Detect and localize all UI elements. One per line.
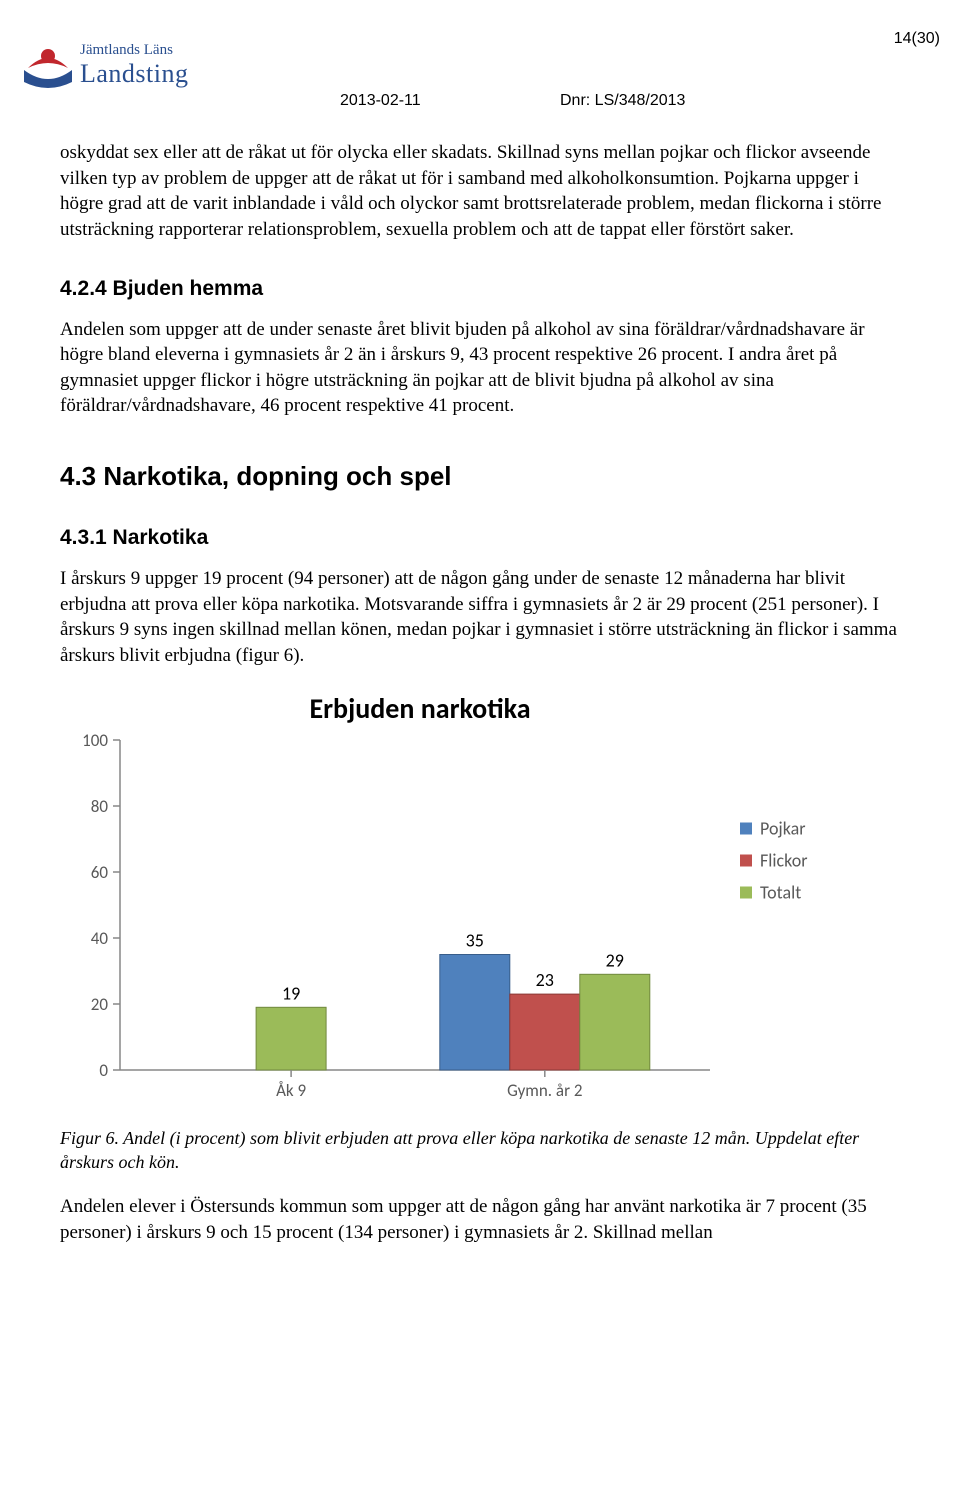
svg-text:0: 0	[99, 1060, 108, 1081]
svg-text:Gymn. år 2: Gymn. år 2	[507, 1080, 582, 1101]
page-header: Jämtlands Läns Landsting 14(30) 2013-02-…	[60, 30, 900, 120]
svg-text:Flickor: Flickor	[760, 849, 808, 871]
paragraph-3: I årskurs 9 uppger 19 procent (94 person…	[60, 566, 900, 669]
document-page: Jämtlands Läns Landsting 14(30) 2013-02-…	[0, 0, 960, 1276]
svg-text:60: 60	[91, 862, 109, 883]
svg-text:29: 29	[606, 949, 624, 971]
svg-text:20: 20	[91, 994, 109, 1015]
paragraph-2: Andelen som uppger att de under senaste …	[60, 317, 900, 420]
svg-text:19: 19	[282, 982, 300, 1004]
svg-text:Åk 9: Åk 9	[276, 1080, 306, 1101]
header-date: 2013-02-11	[340, 92, 421, 110]
logo: Jämtlands Läns Landsting	[20, 30, 250, 105]
figure-caption: Figur 6. Andel (i procent) som blivit er…	[60, 1126, 900, 1175]
svg-text:35: 35	[466, 929, 484, 951]
paragraph-1: oskyddat sex eller att de råkat ut för o…	[60, 140, 900, 243]
page-number: 14(30)	[894, 30, 940, 48]
svg-text:23: 23	[536, 969, 554, 991]
paragraph-4: Andelen elever i Östersunds kommun som u…	[60, 1194, 900, 1245]
chart-title: Erbjuden narkotika	[60, 691, 780, 726]
bar-chart: 0 20 40 60 80 100 19 Åk 9 35 23 29 Gymn. år 2 Pojkar…	[60, 730, 900, 1110]
svg-text:Totalt: Totalt	[760, 881, 801, 903]
svg-text:80: 80	[91, 796, 109, 817]
chart-container: Erbjuden narkotika 0 20 40 60 80 100 19 Åk 9 35 2…	[60, 691, 900, 1110]
logo-line1: Jämtlands Läns	[80, 42, 173, 58]
svg-text:Pojkar: Pojkar	[760, 817, 806, 839]
svg-text:40: 40	[91, 928, 109, 949]
svg-text:100: 100	[82, 730, 108, 751]
header-dnr: Dnr: LS/348/2013	[560, 92, 685, 110]
heading-4-3: 4.3 Narkotika, dopning och spel	[60, 461, 900, 492]
heading-4-3-1: 4.3.1 Narkotika	[60, 526, 900, 550]
logo-line2: Landsting	[80, 59, 189, 88]
heading-4-2-4: 4.2.4 Bjuden hemma	[60, 277, 900, 301]
